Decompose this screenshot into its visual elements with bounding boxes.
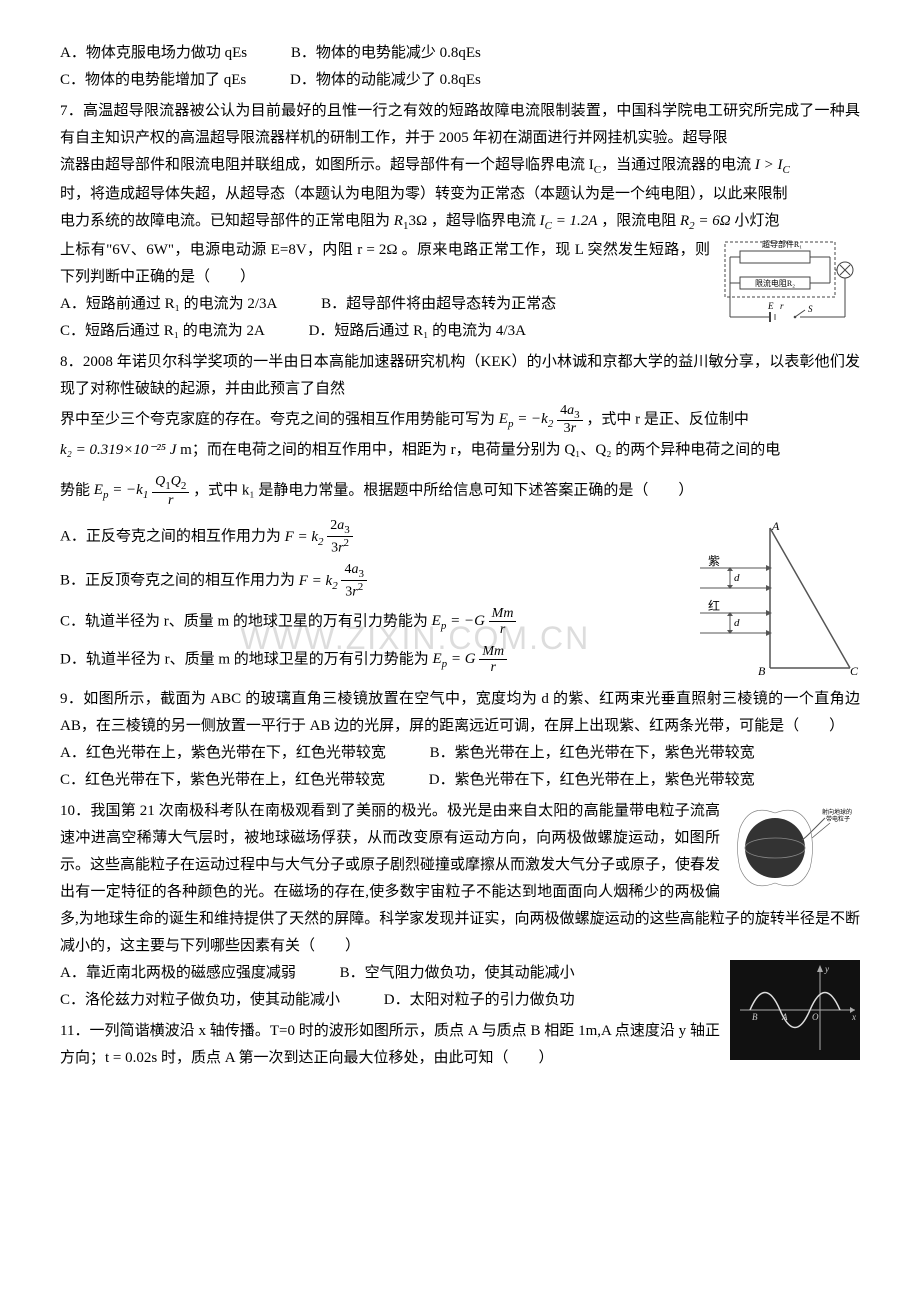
q8-optB-pre: B．正反顶夸克之间的相互作用力为 bbox=[60, 573, 299, 589]
q8-stem1: 8．2008 年诺贝尔科学奖项的一半由日本高能加速器研究机构（KEK）的小林诚和… bbox=[60, 349, 860, 403]
q8-optD-pre: D．轨道半径为 r、质量 m 的地球卫星的万有引力势能为 bbox=[60, 651, 433, 667]
svg-text:B: B bbox=[752, 1012, 758, 1022]
q9-optD: D．紫色光带在下，红色光带在上，紫色光带较宽 bbox=[429, 767, 755, 794]
q6-optB: B．物体的电势能减少 0.8qEs bbox=[291, 40, 481, 67]
q7-stem4a: 电力系统的故障电流。已知超导部件的正常电阻为 bbox=[60, 213, 394, 229]
q8-optC-pre: C．轨道半径为 r、质量 m 的地球卫星的万有引力势能为 bbox=[60, 613, 432, 629]
q6-optC: C．物体的电势能增加了 qEs bbox=[60, 67, 246, 94]
svg-text:A: A bbox=[781, 1012, 788, 1022]
q9-optC: C．红色光带在下，紫色光带在上，红色光带较宽 bbox=[60, 767, 385, 794]
q8: 8．2008 年诺贝尔科学奖项的一半由日本高能加速器研究机构（KEK）的小林诚和… bbox=[60, 349, 860, 682]
q7-optD: D．短路后通过 R₁ 的电流为 4/3A bbox=[309, 318, 526, 345]
circuit-label-r1: 超导部件R₁ bbox=[762, 239, 802, 249]
q9-optA: A．红色光带在上，紫色光带在下，红色光带较宽 bbox=[60, 740, 386, 767]
q7-stem4b: 3Ω ，超导临界电流 bbox=[408, 213, 539, 229]
q8-stem4b: ，式中 k₁ 是静电力常量。根据题中所给信息可知下述答案正确的是（ ） bbox=[193, 482, 693, 498]
q8-stem3a: m；而在电荷之间的相互作用中，相距为 r，电荷量分别为 Q₁、Q₂ 的两个异种电… bbox=[180, 442, 780, 458]
q10-optC: C．洛伦兹力对粒子做负功，使其动能减小 bbox=[60, 987, 340, 1014]
q8-optA-pre: A．正反夸克之间的相互作用力为 bbox=[60, 529, 285, 545]
svg-text:d: d bbox=[734, 617, 740, 629]
svg-text:r: r bbox=[780, 301, 784, 311]
svg-text:O: O bbox=[812, 1012, 819, 1022]
q10-optB: B．空气阻力做负功，使其动能减小 bbox=[340, 960, 575, 987]
q6-optA: A．物体克服电场力做功 qEs bbox=[60, 40, 247, 67]
q10: 射向地球的 带电粒子 10．我国第 21 次南极科考队在南极观看到了美丽的极光。… bbox=[60, 798, 860, 1014]
earth-label: 射向地球的 bbox=[822, 808, 852, 816]
q7-stem1: 7．高温超导限流器被公认为目前最好的且惟一行之有效的短路故障电流限制装置，中国科… bbox=[60, 98, 860, 152]
circuit-label-r2: 限流电阻R₂ bbox=[755, 278, 795, 288]
svg-text:带电粒子: 带电粒子 bbox=[826, 815, 850, 823]
svg-text:紫: 紫 bbox=[708, 554, 720, 568]
q7-stem2b: ，当通过限流器的电流 bbox=[601, 157, 755, 173]
q9-optB: B．紫色光带在上，红色光带在下，紫色光带较宽 bbox=[430, 740, 755, 767]
circuit-figure: 超导部件R₁ 限流电阻R₂ E r S bbox=[720, 237, 860, 337]
svg-text:d: d bbox=[734, 572, 740, 584]
q8-stem4a: 势能 bbox=[60, 482, 94, 498]
q10-optD: D．太阳对粒子的引力做负功 bbox=[384, 987, 575, 1014]
q8-stem2a: 界中至少三个夸克家庭的存在。夸克之间的强相互作用势能可写为 bbox=[60, 411, 499, 427]
svg-text:A: A bbox=[771, 519, 780, 533]
q7-stem4c: ，限流电阻 bbox=[597, 213, 680, 229]
q7-optC: C．短路后通过 R₁ 的电流为 2A bbox=[60, 318, 265, 345]
svg-text:S: S bbox=[808, 304, 813, 314]
earth-figure: 射向地球的 带电粒子 bbox=[730, 798, 860, 898]
svg-text:E: E bbox=[767, 301, 774, 311]
q7-optA: A．短路前通过 R₁ 的电流为 2/3A bbox=[60, 291, 277, 318]
q8-k2: k₂ = 0.319×10⁻²⁵ J bbox=[60, 442, 176, 458]
q7-optB: B．超导部件将由超导态转为正常态 bbox=[321, 291, 556, 318]
q6-optD: D．物体的动能减少了 0.8qEs bbox=[290, 67, 481, 94]
q9: 9．如图所示，截面为 ABC 的玻璃直角三棱镜放置在空气中，宽度均为 d 的紫、… bbox=[60, 686, 860, 794]
q7: 7．高温超导限流器被公认为目前最好的且惟一行之有效的短路故障电流限制装置，中国科… bbox=[60, 98, 860, 345]
svg-text:x: x bbox=[851, 1012, 856, 1022]
svg-text:B: B bbox=[758, 664, 766, 678]
svg-text:红: 红 bbox=[708, 598, 720, 613]
q7-stem2a: 流器由超导部件和限流电阻并联组成，如图所示。超导部件有一个超导临界电流 I bbox=[60, 157, 594, 173]
prism-figure: A B C 紫 d 红 d bbox=[690, 518, 860, 678]
q7-stem3: 时，将造成超导体失超，从超导态（本题认为电阻为零）转变为正常态（本题认为是一个纯… bbox=[60, 181, 860, 208]
svg-text:C: C bbox=[850, 664, 859, 678]
q10-optA: A．靠近南北两极的磁感应强度减弱 bbox=[60, 960, 296, 987]
q9-stem: 9．如图所示，截面为 ABC 的玻璃直角三棱镜放置在空气中，宽度均为 d 的紫、… bbox=[60, 686, 860, 740]
svg-text:y: y bbox=[824, 964, 829, 974]
q6-options: A．物体克服电场力做功 qEs B．物体的电势能减少 0.8qEs C．物体的电… bbox=[60, 40, 860, 94]
q7-stem4d: 小灯泡 bbox=[731, 213, 780, 229]
q8-stem2b: ，式中 r 是正、反位制中 bbox=[586, 411, 749, 427]
wave-figure: y x B A O bbox=[730, 960, 860, 1060]
